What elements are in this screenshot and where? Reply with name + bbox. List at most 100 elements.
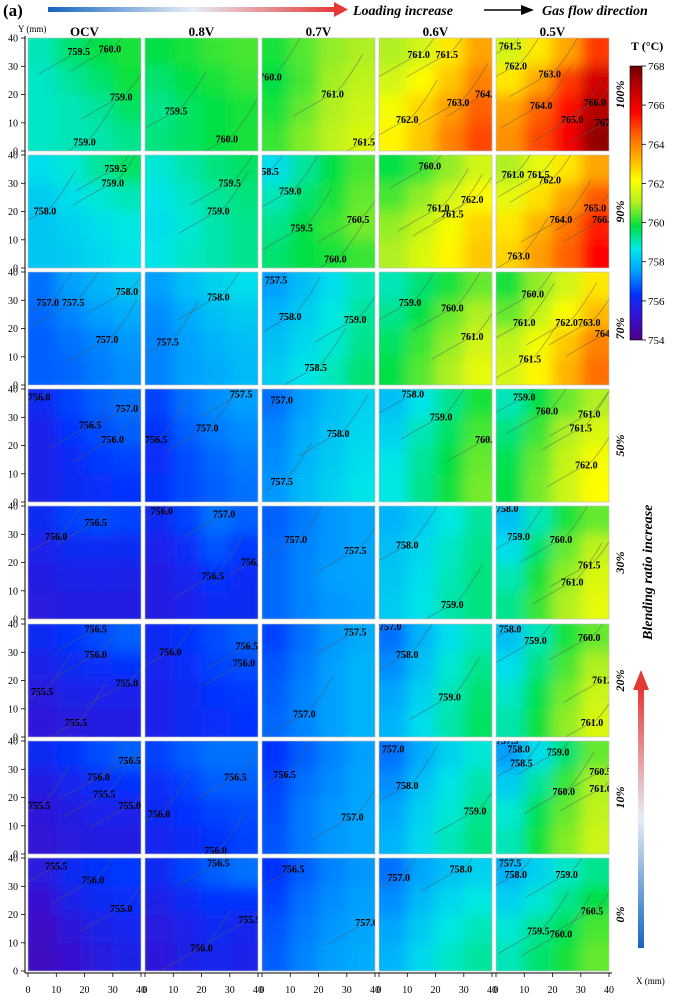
heatmap-cell <box>580 38 609 67</box>
heatmap-cell <box>407 328 437 358</box>
contour-label: 757.0 <box>196 424 219 435</box>
contour-line <box>520 506 588 563</box>
x-tick-label: 0 <box>26 985 31 996</box>
heatmap-cell <box>201 534 231 564</box>
contour-line <box>379 624 433 671</box>
heatmap-cell <box>346 914 375 944</box>
panel-frame <box>261 154 376 269</box>
heatmap-cell <box>524 590 554 619</box>
x-tick-label: 0 <box>260 985 265 996</box>
heatmap-panel-0-2: 760.0 761.0 761.5 <box>262 38 375 151</box>
heatmap-cell <box>201 239 231 268</box>
heatmap-cell <box>84 328 114 358</box>
contour-line <box>66 299 138 363</box>
contour-label: 759.5 <box>219 178 242 189</box>
y-tick-label: 30 <box>8 648 18 659</box>
heatmap-cell <box>379 825 408 854</box>
y-tick-label: 30 <box>8 413 18 424</box>
heatmap-cell <box>463 886 492 916</box>
contour-line <box>379 741 403 758</box>
heatmap-cell <box>463 122 492 151</box>
heatmap-cell <box>84 624 114 653</box>
column-header: 0.8V <box>189 24 215 39</box>
contour-label: 758.0 <box>402 390 425 401</box>
heatmap-cell <box>407 624 437 653</box>
x-tick-label: 40 <box>370 985 380 996</box>
heatmap-cell <box>173 272 203 301</box>
contour-line <box>28 389 49 404</box>
contour-line <box>565 331 609 357</box>
heatmap-cell <box>290 122 320 151</box>
contour-line <box>64 754 135 818</box>
heatmap-cell <box>262 239 291 268</box>
heatmap-cell <box>112 680 141 710</box>
contour-label: 756.5 <box>118 756 141 767</box>
contour-line <box>496 272 553 316</box>
heatmap-cell <box>28 272 57 301</box>
contour-line <box>206 634 258 669</box>
heatmap-cell <box>524 122 554 151</box>
heatmap-cell <box>379 122 408 151</box>
contour-label: 761.5 <box>592 676 615 687</box>
contour-label: 767.0 <box>595 118 618 129</box>
heatmap-cell <box>552 38 582 67</box>
contour-label: 755.5 <box>93 790 116 801</box>
heatmap-cell <box>290 445 320 475</box>
x-tick-label: 0 <box>143 985 148 996</box>
heatmap-panel-7-1: 756.5 755.5 756.0 <box>145 858 261 971</box>
contour-label: 759.0 <box>110 92 133 103</box>
heatmap-cell <box>346 94 375 124</box>
gas-flow-label: Gas flow direction <box>542 4 648 19</box>
heatmap-cell <box>112 708 141 737</box>
heatmap-cell <box>435 506 465 535</box>
contour-label: 759.5 <box>104 164 127 175</box>
contour-line <box>55 506 112 546</box>
heatmap-panel-3-2: 757.0 758.0 757.5 <box>262 389 375 502</box>
heatmap-cell <box>112 534 141 564</box>
heatmap-cell <box>84 886 114 916</box>
contour-label: 764.0 <box>475 90 498 101</box>
contour-label: 756.5 <box>235 642 258 653</box>
heatmap-cell <box>552 272 582 301</box>
row-label: 100% <box>613 81 627 109</box>
heatmap-cell <box>290 155 320 184</box>
heatmap-cell <box>318 183 348 213</box>
contour-line <box>145 506 170 521</box>
y-tick-label: 20 <box>8 90 18 101</box>
heatmap-cell <box>580 473 609 502</box>
colorbar-tick-label: 764 <box>648 139 665 151</box>
heatmap-cell <box>524 328 554 358</box>
contour-label: 758.0 <box>116 287 139 298</box>
heatmap-cell <box>173 914 203 944</box>
y-tick-label: 30 <box>8 530 18 541</box>
heatmap-cell <box>290 389 320 418</box>
heatmap-cell <box>524 741 554 770</box>
contour-label: 755.5 <box>238 915 261 926</box>
contour-label: 757.0 <box>388 873 411 884</box>
contour-line <box>379 858 417 889</box>
panel-frame <box>27 388 142 503</box>
heatmap-cell <box>84 473 114 502</box>
x-tick-label: 20 <box>431 985 441 996</box>
heatmap-cell <box>290 914 320 944</box>
heatmap-cell <box>463 66 492 96</box>
heatmap-cell <box>229 680 258 710</box>
heatmap-cell <box>56 239 86 268</box>
y-tick-label: 10 <box>8 352 18 363</box>
contour-line <box>431 312 492 360</box>
y-tick-label: 10 <box>8 821 18 832</box>
heatmap-cell <box>580 858 609 887</box>
contour-line <box>283 327 347 385</box>
contour-line <box>262 389 294 412</box>
heatmap-cell <box>580 680 609 710</box>
heatmap-cell <box>201 183 231 213</box>
heatmap-cell <box>552 239 582 268</box>
contour-label: 764.0 <box>595 329 618 340</box>
heatmap-cell <box>407 445 437 475</box>
heatmap-cell <box>173 797 203 827</box>
panel-frame <box>495 740 610 855</box>
heatmap-cell <box>229 825 258 854</box>
contour-line <box>69 38 122 72</box>
row-label: 30% <box>613 552 627 575</box>
